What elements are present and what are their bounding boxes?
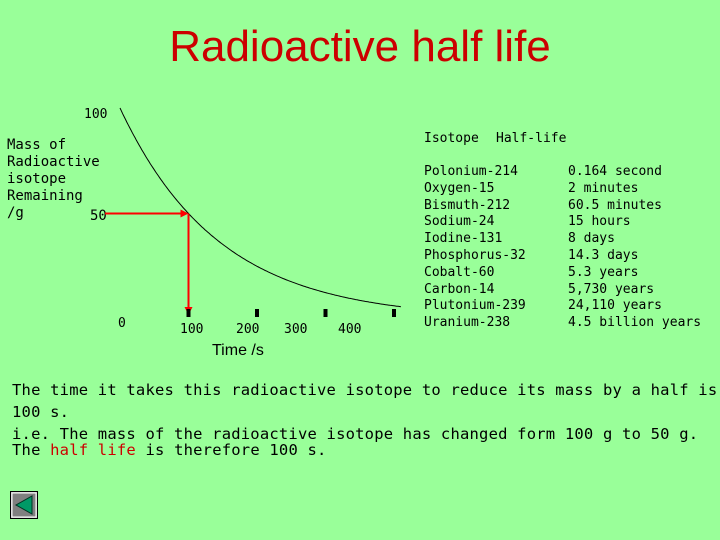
decay-curve [119, 107, 401, 308]
y-axis-label-line: Radioactive [7, 154, 100, 170]
half-life-arrow-right [180, 209, 189, 218]
conclusion: The half life is therefore 100 s. [12, 441, 327, 459]
x-tick-300: 300 [284, 322, 308, 337]
x-tick-400: 400 [338, 322, 362, 337]
x-tick-mark [186, 309, 191, 317]
y-axis-label-line: Remaining [7, 188, 83, 204]
table-header-isotope: Isotope [424, 131, 479, 146]
y-axis-label-line: Mass of [7, 137, 67, 153]
halflife-value: 5.3 years [568, 264, 639, 280]
x-tick-mark [255, 309, 259, 317]
isotope-name: Uranium-238 [424, 315, 511, 331]
isotope-name: Bismuth-212 [424, 197, 511, 213]
halflife-value: 8 days [568, 231, 615, 247]
halflife-value: 15 hours [568, 214, 631, 230]
table-header-halflife: Half-life [496, 131, 567, 146]
isotope-name: Phosphorus-32 [424, 247, 526, 263]
x-axis-label: Time /s [212, 342, 264, 359]
x-tick-mark [323, 309, 328, 317]
explanation: The time it takes this radioactive isoto… [12, 379, 720, 445]
x-tick-100: 100 [180, 322, 204, 337]
isotope-name: Carbon-14 [424, 281, 495, 297]
isotope-name: Sodium-24 [424, 214, 495, 230]
halflife-value: 2 minutes [568, 180, 639, 196]
isotope-name: Iodine-131 [424, 231, 503, 247]
y-axis-label-line: /g [7, 205, 24, 221]
isotope-name: Polonium-214 [424, 164, 518, 179]
page-title: Radioactive half life [169, 22, 551, 71]
back-arrow-icon [14, 495, 33, 515]
isotope-column: Polonium-214 Oxygen-15 Bismuth-212 Sodiu… [424, 164, 526, 332]
y-axis-label-line: isotope [7, 171, 67, 187]
back-button[interactable] [10, 491, 38, 519]
halflife-value: 60.5 minutes [568, 197, 662, 213]
y-tick-100: 100 [84, 107, 108, 122]
isotope-name: Plutonium-239 [424, 298, 526, 314]
halflife-value: 24,110 years [568, 298, 662, 314]
halflife-value: 14.3 days [568, 247, 639, 263]
y-axis-label: Mass of Radioactive isotope Remaining /g [7, 137, 100, 222]
halflife-column: 0.164 second 2 minutes 60.5 minutes 15 h… [568, 164, 701, 332]
halflife-value: 4.5 billion years [568, 315, 702, 331]
explanation-line-2: i.e. The mass of the radioactive isotope… [12, 425, 699, 443]
halflife-value: 5,730 years [568, 281, 655, 297]
conclusion-pre: The [12, 441, 51, 459]
isotope-name: Cobalt-60 [424, 264, 495, 280]
y-tick-50: 50 [90, 208, 107, 224]
isotope-name: Oxygen-15 [424, 180, 495, 196]
x-tick-200: 200 [236, 322, 260, 337]
half-life-term: half life [50, 441, 136, 459]
conclusion-post: is therefore 100 s. [135, 441, 327, 459]
x-tick-mark [392, 309, 396, 317]
origin-label: 0 [118, 316, 126, 331]
halflife-value: 0.164 second [568, 164, 662, 179]
explanation-line-1: The time it takes this radioactive isoto… [12, 381, 718, 421]
x-tick-marks [186, 309, 396, 317]
